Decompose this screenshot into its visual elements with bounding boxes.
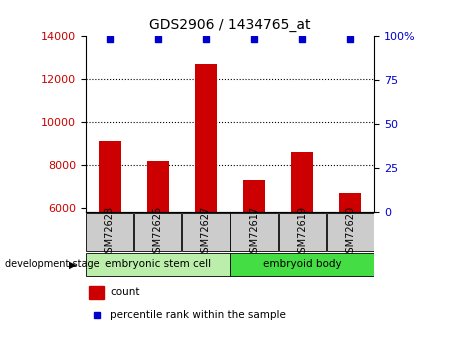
Bar [291, 152, 313, 212]
Bar [134, 213, 181, 252]
Bar [340, 193, 361, 212]
Text: development stage: development stage [5, 259, 99, 269]
Bar [147, 161, 169, 212]
Text: GSM72620: GSM72620 [345, 206, 355, 258]
Text: GSM72627: GSM72627 [201, 205, 211, 259]
Text: GSM72617: GSM72617 [249, 206, 259, 258]
Text: embryoid body: embryoid body [263, 259, 341, 269]
Bar [99, 141, 120, 212]
Text: embryonic stem cell: embryonic stem cell [105, 259, 211, 269]
Text: GSM72623: GSM72623 [105, 206, 115, 258]
Text: ▶: ▶ [69, 259, 77, 269]
Bar [230, 213, 278, 252]
Text: GSM72625: GSM72625 [153, 205, 163, 259]
Text: count: count [110, 287, 140, 297]
Bar [86, 213, 133, 252]
Bar [327, 213, 374, 252]
Bar [86, 253, 230, 276]
Bar [230, 253, 374, 276]
Text: percentile rank within the sample: percentile rank within the sample [110, 310, 286, 320]
Bar [182, 213, 230, 252]
Text: GSM72619: GSM72619 [297, 206, 307, 258]
Bar [195, 64, 217, 212]
Bar [88, 286, 105, 299]
Bar [243, 180, 265, 212]
Title: GDS2906 / 1434765_at: GDS2906 / 1434765_at [149, 18, 311, 32]
Bar [279, 213, 326, 252]
